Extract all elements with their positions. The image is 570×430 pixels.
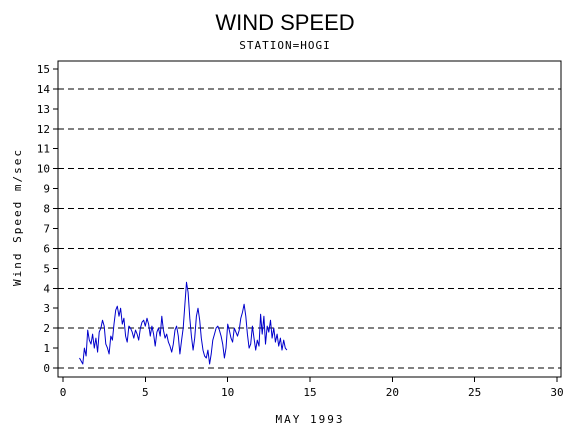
x-tick-label-0: 0 — [60, 386, 67, 399]
axes — [57, 60, 562, 378]
series-line-0 — [79, 281, 288, 365]
x-tick-label-30: 30 — [550, 386, 563, 399]
x-tick-label-15: 15 — [303, 386, 316, 399]
y-tick-label-12: 12 — [37, 123, 50, 136]
y-tick-label-9: 9 — [43, 183, 50, 196]
x-axis-ticks: 0 5 10 15 20 25 30 — [60, 377, 564, 399]
y-tick-label-15: 15 — [37, 63, 50, 76]
series-group — [79, 281, 288, 365]
chart-subtitle: STATION=HOGI — [239, 39, 330, 52]
plot-frame — [57, 60, 562, 378]
y-tick-label-2: 2 — [43, 322, 50, 335]
y-tick-label-5: 5 — [43, 262, 50, 275]
x-axis-label: MAY 1993 — [276, 413, 345, 426]
x-tick-label-5: 5 — [142, 386, 149, 399]
y-tick-label-1: 1 — [43, 342, 50, 355]
y-axis-label: Wind Speed m/sec — [11, 148, 24, 286]
y-tick-label-14: 14 — [37, 83, 51, 96]
y-tick-label-0: 0 — [43, 362, 50, 375]
y-tick-label-11: 11 — [37, 143, 50, 156]
y-tick-label-3: 3 — [43, 302, 50, 315]
y-tick-label-6: 6 — [43, 242, 50, 255]
y-tick-label-13: 13 — [37, 103, 50, 116]
y-tick-label-4: 4 — [43, 282, 50, 295]
y-tick-label-10: 10 — [37, 163, 50, 176]
x-tick-label-20: 20 — [386, 386, 399, 399]
grid-lines — [58, 88, 561, 369]
x-tick-label-25: 25 — [468, 386, 481, 399]
y-tick-label-8: 8 — [43, 203, 50, 216]
x-tick-label-10: 10 — [221, 386, 234, 399]
chart-title: WIND SPEED — [215, 10, 354, 35]
y-tick-label-7: 7 — [43, 222, 50, 235]
